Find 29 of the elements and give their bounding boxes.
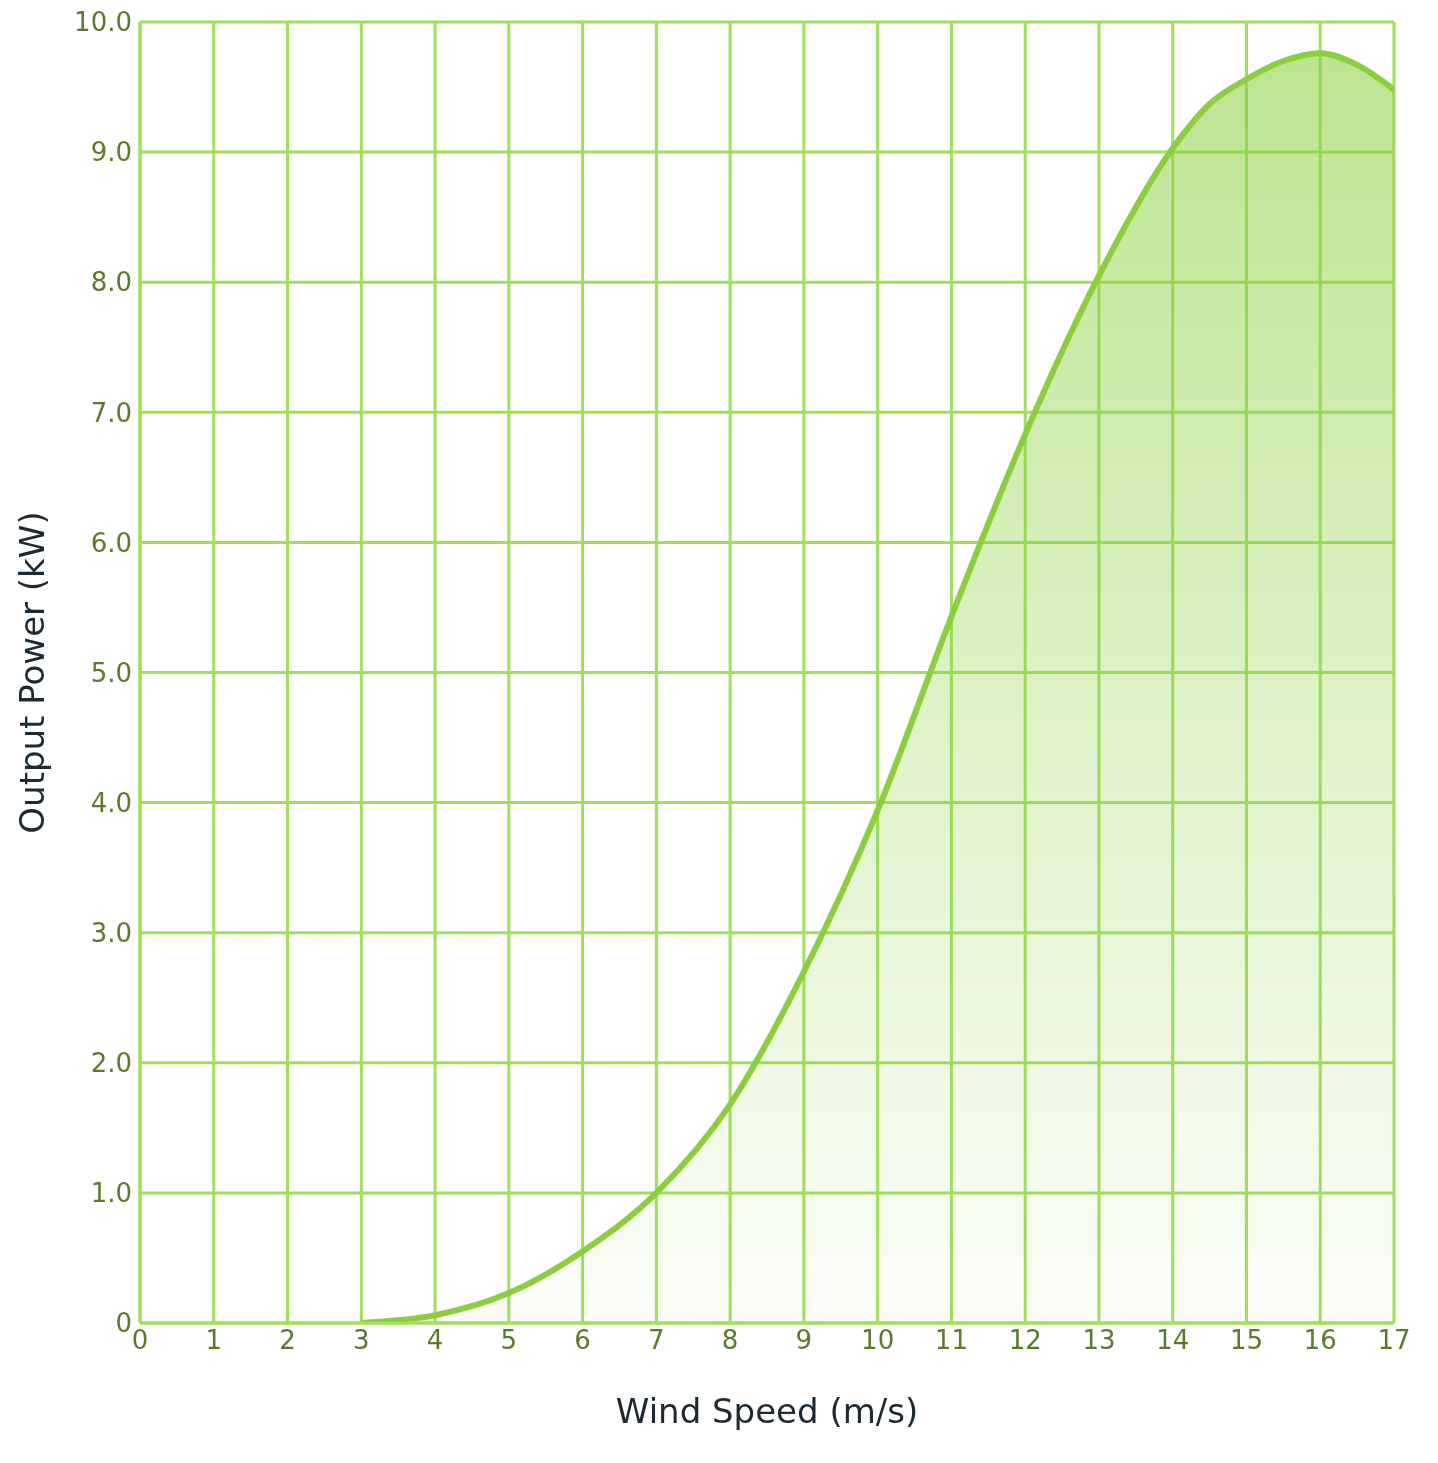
x-tick-label: 5 [500, 1325, 518, 1356]
x-tick-label: 12 [1008, 1325, 1042, 1356]
x-tick-label: 11 [934, 1325, 968, 1356]
x-tick-label: 9 [795, 1325, 813, 1356]
y-axis-title: Output Power (kW) [12, 511, 53, 834]
y-tick-label: 9.0 [90, 137, 132, 168]
x-tick-label: 7 [648, 1325, 665, 1356]
x-tick-label: 6 [574, 1325, 591, 1356]
y-tick-label: 4.0 [90, 787, 132, 818]
x-tick-label: 4 [426, 1325, 444, 1356]
x-tick-label: 15 [1229, 1325, 1264, 1356]
x-tick-label: 3 [353, 1325, 370, 1356]
y-tick-label: 2.0 [90, 1048, 132, 1079]
x-tick-label: 17 [1377, 1325, 1411, 1356]
y-tick-label: 3.0 [90, 917, 132, 948]
x-tick-label: 1 [205, 1325, 223, 1356]
x-axis-title: Wind Speed (m/s) [615, 1391, 919, 1431]
x-tick-label: 8 [721, 1325, 739, 1356]
y-tick-label: 8.0 [90, 267, 132, 298]
y-tick-label: 1.0 [90, 1178, 132, 1209]
y-tick-label: 7.0 [90, 397, 132, 428]
y-tick-label: 5.0 [90, 657, 132, 688]
x-tick-label: 13 [1082, 1325, 1116, 1356]
x-tick-label: 10 [861, 1325, 895, 1356]
x-tick-label: 14 [1156, 1325, 1190, 1356]
x-tick-label: 2 [279, 1325, 296, 1356]
y-tick-label: 6.0 [90, 527, 132, 558]
x-tick-label: 16 [1303, 1325, 1337, 1356]
y-tick-label: 10.0 [74, 7, 132, 38]
